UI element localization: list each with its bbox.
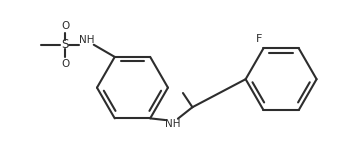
Text: O: O xyxy=(61,59,69,69)
Text: O: O xyxy=(61,21,69,31)
Text: NH: NH xyxy=(79,35,94,45)
Text: S: S xyxy=(61,38,69,51)
Text: NH: NH xyxy=(165,120,181,129)
Text: F: F xyxy=(256,34,263,44)
